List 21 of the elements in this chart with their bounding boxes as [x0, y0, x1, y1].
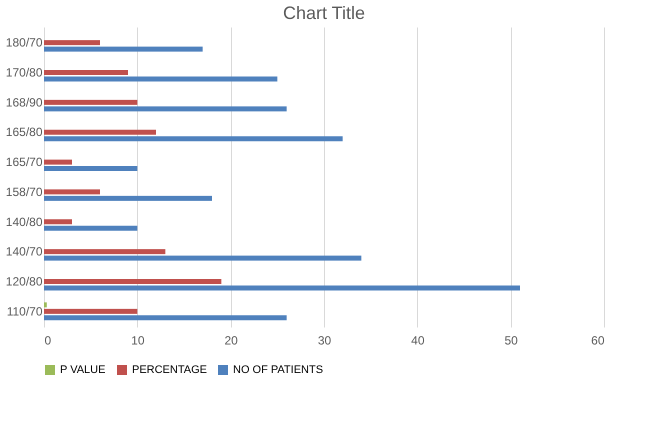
y-tick-label: 168/90: [6, 95, 43, 110]
x-tick-label: 50: [504, 334, 518, 348]
y-tick-label: 140/70: [6, 244, 43, 259]
x-tick-label: 10: [131, 334, 145, 348]
chart-title: Chart Title: [282, 3, 366, 23]
x-tick-label: 20: [224, 334, 238, 348]
y-tick-label: 170/80: [6, 66, 43, 80]
y-tick-label: 165/80: [6, 125, 43, 140]
x-tick-label: 0: [44, 334, 52, 348]
y-tick-label: 165/70: [6, 155, 43, 170]
legend-label: PERCENTAGE: [132, 364, 207, 376]
legend-label: NO OF PATIENTS: [233, 364, 324, 376]
y-tick-label: 140/80: [6, 214, 43, 229]
y-tick-label: 158/70: [6, 184, 43, 199]
y-tick-label: 120/80: [6, 274, 43, 288]
y-tick-label: 110/70: [6, 304, 43, 318]
x-tick-label: 30: [318, 334, 332, 348]
y-tick-label: 180/70: [6, 36, 43, 50]
x-tick-label: 40: [411, 334, 425, 348]
x-tick-label: 60: [591, 334, 605, 348]
legend-label: P VALUE: [60, 364, 106, 376]
